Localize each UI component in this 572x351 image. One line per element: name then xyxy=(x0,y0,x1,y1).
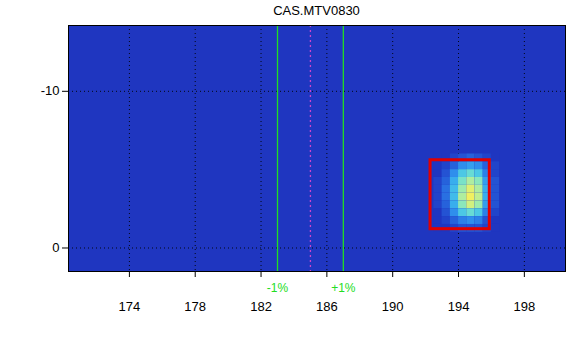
svg-text:198: 198 xyxy=(514,299,536,314)
svg-text:182: 182 xyxy=(250,299,272,314)
svg-text:190: 190 xyxy=(382,299,404,314)
svg-text:174: 174 xyxy=(119,299,141,314)
svg-text:0: 0 xyxy=(52,240,59,255)
svg-text:178: 178 xyxy=(184,299,206,314)
svg-text:194: 194 xyxy=(448,299,470,314)
svg-text:186: 186 xyxy=(316,299,338,314)
svg-text:-1%: -1% xyxy=(267,281,289,295)
svg-text:+1%: +1% xyxy=(331,281,356,295)
svg-text:-10: -10 xyxy=(41,83,60,98)
html-text:CAS.MTV0830: CAS.MTV0830 xyxy=(273,3,360,18)
